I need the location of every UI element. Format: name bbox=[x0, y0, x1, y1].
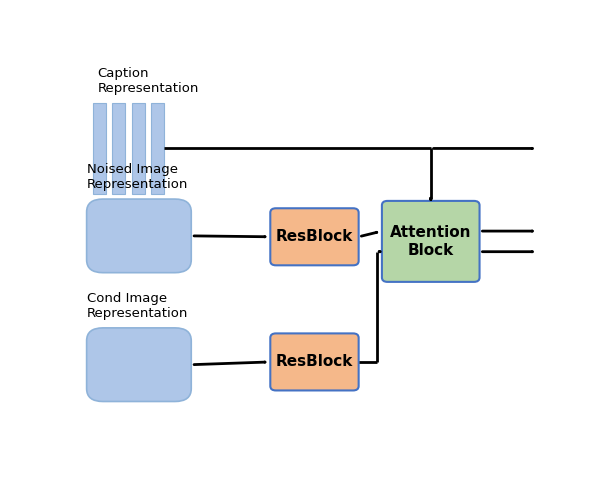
FancyBboxPatch shape bbox=[86, 199, 191, 272]
FancyBboxPatch shape bbox=[270, 208, 359, 265]
Text: Caption
Representation: Caption Representation bbox=[97, 66, 199, 95]
Bar bbox=[112, 103, 125, 194]
Text: Noised Image
Representation: Noised Image Representation bbox=[86, 163, 188, 191]
Text: ResBlock: ResBlock bbox=[276, 229, 353, 244]
FancyBboxPatch shape bbox=[270, 334, 359, 391]
Text: Attention
Block: Attention Block bbox=[390, 225, 472, 258]
Text: ResBlock: ResBlock bbox=[276, 354, 353, 369]
Bar bbox=[92, 103, 106, 194]
Bar bbox=[132, 103, 145, 194]
FancyBboxPatch shape bbox=[86, 328, 191, 402]
Text: Cond Image
Representation: Cond Image Representation bbox=[86, 292, 188, 320]
FancyBboxPatch shape bbox=[382, 201, 479, 282]
Bar bbox=[151, 103, 164, 194]
